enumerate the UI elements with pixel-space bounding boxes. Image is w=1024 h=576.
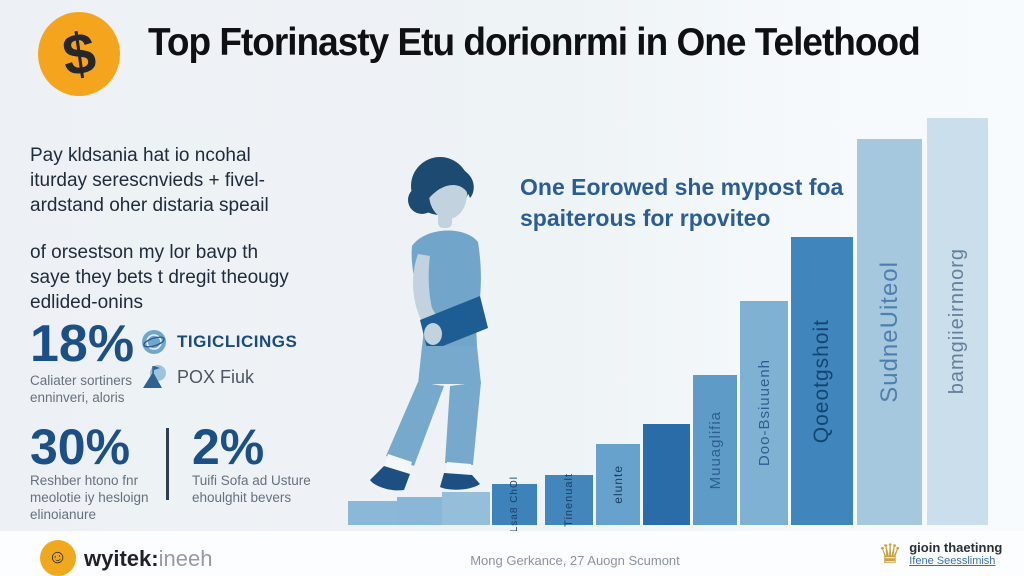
footer-right-line1: gioin thaetinng [909,540,1003,555]
stat-2-caption-line1: Tuifi Sofa ad Usture [192,473,311,488]
intro-p2-line2: saye they bets t dregit theougy [30,267,289,288]
stat-18-caption-line2: enninveri, aloris [30,390,125,405]
bar-step-1 [348,501,397,525]
bar-Lsa8 ChOl: Lsa8 ChOl [492,476,537,533]
bar-label: elunte [611,465,625,504]
intro-p2-line1: of orsestson my lor bavp th [30,242,259,263]
footer-brand: wyitek:ineeh [84,546,212,572]
stat-18-caption: Caliater sortiners enninveri, aloris [30,372,132,406]
bar-bamgiieirnnorg: bamgiieirnnorg [927,118,988,525]
bar-step-7 [643,424,690,525]
smiley-badge-icon: ☺ [40,540,76,576]
bar-label: SudneUiteol [875,261,903,403]
bar-elunte: elunte [596,444,640,525]
bar-label: Doo-Bsiuuenh [755,359,773,467]
brand-light: ineeh [158,546,213,571]
globe-badge-icon [140,328,168,356]
bar-label: Muuaglifia [706,410,724,490]
stat-18-caption-line1: Caliater sortiners [30,373,133,388]
intro-paragraph-1: Pay kldsania hat io ncohal iturday seres… [30,143,340,218]
bar-label: Tinenualt [563,473,575,527]
bar-SudneUiteol: SudneUiteol [857,139,922,525]
stat-18-value: 18% [30,315,135,373]
intro-p1-line3: ardstand oher distaria speail [30,195,269,216]
feature-1-label: TIGICLICINGS [177,332,298,351]
feature-2-label: POX Fiuk [177,366,255,387]
bar-step-2 [397,497,442,525]
feature-row-1: TIGICLICINGS [140,328,297,356]
stat-2-caption-line2: ehoulghit bevers [192,490,292,505]
intro-p1-line2: iturday serescnvieds + fivel- [30,170,265,191]
stat-30-caption-line2: meolotie iy hesloign [30,490,149,505]
stat-30-value: 30% [30,419,131,475]
stat-30-caption-line1: Reshber htono fnr [30,473,139,488]
dollar-badge-icon: $ [38,12,120,96]
stats-divider [166,428,169,500]
bar-label: bamgiieirnnorg [946,248,968,395]
bar-Qoeotgshoit: Qoeotgshoit [791,237,853,525]
footer-right-link[interactable]: Ifene Seesslimish [909,555,996,567]
page-title: Top Ftorinasty Etu dorionrmi in One Tele… [148,20,921,64]
feature-row-2: POX Fiuk [140,363,254,391]
footer-right-group: ♛ gioin thaetinng Ifene Seesslimish [878,540,1002,568]
callout-heading: One Eorowed she mypost foa spaiterous fo… [520,172,843,234]
crest-icon: ♛ [878,538,903,569]
callout-line2: spaiterous for rpoviteo [520,205,771,231]
bar-Muuaglifia: Muuaglifia [693,375,737,525]
woman-illustration [330,150,530,510]
stat-30-caption: Reshber htono fnr meolotie iy hesloign e… [30,472,149,523]
bar-label: Qoeotgshoit [810,318,833,444]
bar-Tinenualt: Tinenualt [545,473,593,527]
callout-line1: One Eorowed she mypost foa [520,174,844,200]
bar-Doo-Bsiuuenh: Doo-Bsiuuenh [740,301,788,525]
intro-p2-line3: edlided-onins [30,292,144,313]
footer-right-text: gioin thaetinng Ifene Seesslimish [909,540,1002,568]
brand-bold: wyitek: [84,546,159,571]
footer-center-text: Mong Gerkance, 27 Auogn Scumont [470,553,680,568]
stat-2-caption: Tuifi Sofa ad Usture ehoulghit bevers [192,472,311,506]
mountain-flag-icon [140,363,168,391]
intro-p1-line1: Pay kldsania hat io ncohal [30,145,251,166]
footer-strip [0,531,1024,576]
smiley-glyph: ☺ [46,545,70,570]
stat-2-value: 2% [192,419,265,475]
bar-step-3 [442,492,490,525]
stat-30-caption-line3: elinoianure [30,507,97,522]
intro-paragraph-2: of orsestson my lor bavp th saye they be… [30,240,340,315]
